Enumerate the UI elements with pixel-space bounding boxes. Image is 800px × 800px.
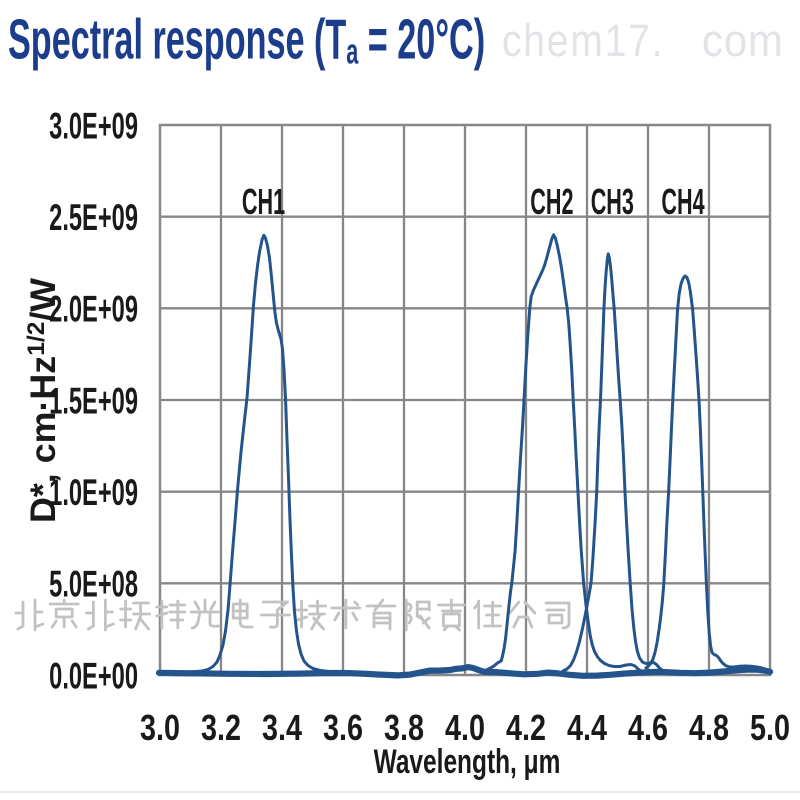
svg-text:D*, cm·Hz1/2/W: D*, cm·Hz1/2/W <box>23 277 63 523</box>
svg-text:chem17.: chem17. <box>502 15 664 65</box>
svg-text:0.0E+00: 0.0E+00 <box>49 655 138 697</box>
svg-text:5.0E+08: 5.0E+08 <box>49 563 138 605</box>
svg-text:5.0: 5.0 <box>750 707 790 748</box>
svg-text:2.5E+09: 2.5E+09 <box>49 197 138 239</box>
svg-text:3.0: 3.0 <box>140 707 180 748</box>
svg-text:CH3: CH3 <box>591 182 634 222</box>
svg-text:CH2: CH2 <box>530 182 573 222</box>
svg-text:3.0E+09: 3.0E+09 <box>49 105 138 147</box>
svg-text:3.2: 3.2 <box>201 707 241 748</box>
svg-text:4.6: 4.6 <box>628 707 668 748</box>
svg-text:com: com <box>702 17 784 67</box>
svg-text:3.8: 3.8 <box>384 707 424 748</box>
svg-text:CH4: CH4 <box>661 182 705 222</box>
svg-text:Spectral response (Ta = 20°C): Spectral response (Ta = 20°C) <box>8 6 485 72</box>
svg-text:2.0E+09: 2.0E+09 <box>49 288 138 330</box>
svg-text:CH1: CH1 <box>242 182 285 222</box>
svg-text:3.6: 3.6 <box>323 707 363 748</box>
svg-text:Wavelength, μm: Wavelength, μm <box>374 743 561 781</box>
svg-text:3.4: 3.4 <box>262 707 302 748</box>
svg-text:4.2: 4.2 <box>506 707 546 748</box>
svg-text:1.5E+09: 1.5E+09 <box>49 380 138 422</box>
svg-text:4.4: 4.4 <box>567 707 607 748</box>
svg-text:1.0E+09: 1.0E+09 <box>49 472 138 514</box>
svg-text:4.8: 4.8 <box>689 707 729 748</box>
svg-text:4.0: 4.0 <box>445 707 485 748</box>
